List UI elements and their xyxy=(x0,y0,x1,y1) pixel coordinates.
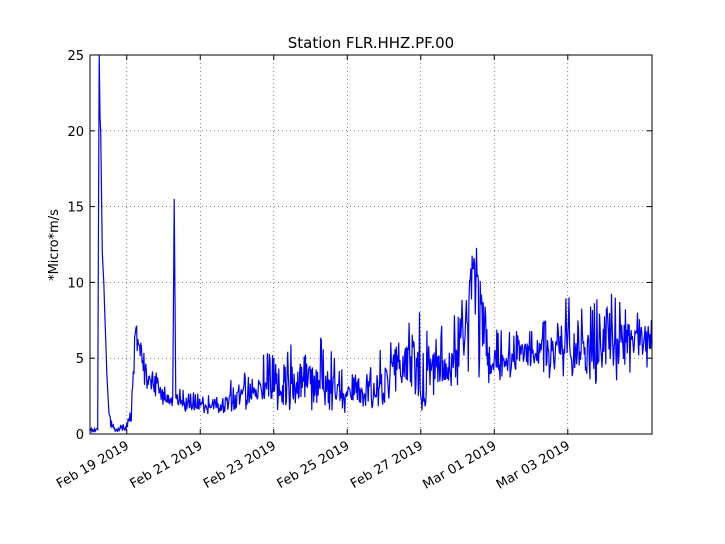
y-tick-label: 10 xyxy=(67,276,84,291)
x-tick-label: Feb 21 2019 xyxy=(128,438,206,491)
x-tick-label: Feb 27 2019 xyxy=(348,438,426,491)
y-tick-label: 5 xyxy=(76,352,84,367)
plot-frame xyxy=(89,54,653,435)
y-tick-label: 25 xyxy=(67,49,84,64)
x-tick-label: Mar 01 2019 xyxy=(420,438,499,492)
y-tick-label: 0 xyxy=(76,428,84,443)
y-tick-label: 20 xyxy=(67,125,84,140)
data-layer xyxy=(89,54,653,434)
x-tick-label: Mar 03 2019 xyxy=(494,438,573,492)
grid xyxy=(90,55,652,434)
y-tick-label: 15 xyxy=(67,201,84,216)
x-tick-label: Feb 19 2019 xyxy=(54,438,132,491)
y-axis-label: *Micro*m/s xyxy=(47,209,62,281)
series-line xyxy=(89,54,653,434)
chart-title: Station FLR.HHZ.PF.00 xyxy=(288,34,454,52)
x-tick-label: Feb 23 2019 xyxy=(201,438,279,491)
x-tick-label: Feb 25 2019 xyxy=(275,438,353,491)
